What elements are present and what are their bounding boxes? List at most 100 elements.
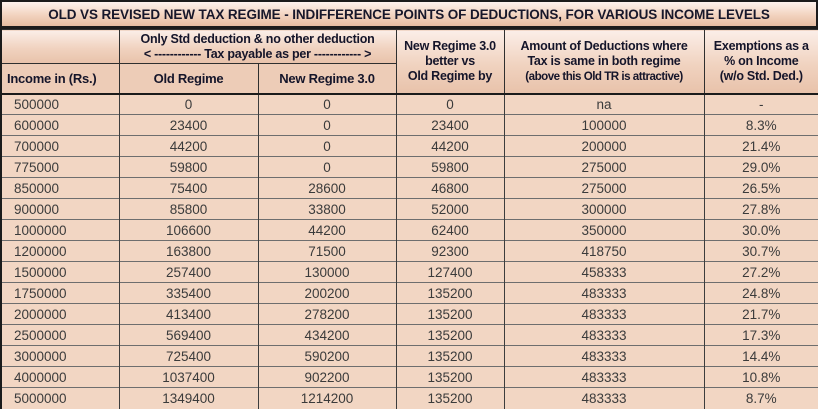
- cell-income: 900000: [0, 198, 120, 220]
- header-sub-row: Income in (Rs.) Old Regime New Regime 3.…: [0, 63, 818, 94]
- table-row: 775000 59800 0 59800 275000 29.0%: [0, 156, 818, 178]
- cell-new-regime-tax: 44200: [257, 219, 397, 241]
- header-deductions-indifference: Amount of Deductions where Tax is same i…: [503, 29, 705, 94]
- cell-exemption-pct: 8.3%: [703, 114, 818, 136]
- header-group-std-deduction: Only Std deduction & no other deduction …: [118, 29, 397, 64]
- tax-table: Only Std deduction & no other deduction …: [0, 29, 818, 409]
- cell-better-by: 135200: [395, 366, 505, 388]
- cell-new-regime-tax: 0: [257, 93, 397, 115]
- cell-better-by: 135200: [395, 345, 505, 367]
- cell-better-by: 135200: [395, 324, 505, 346]
- cell-income: 1200000: [0, 240, 120, 262]
- cell-new-regime-tax: 71500: [257, 240, 397, 262]
- cell-new-regime-tax: 1214200: [257, 387, 397, 409]
- table-row: 4000000 1037400 902200 135200 483333 10.8%: [0, 366, 818, 388]
- cell-income: 2000000: [0, 303, 120, 325]
- cell-income: 2500000: [0, 324, 120, 346]
- table-body: 500000 0 0 0 na -600000 23400 0 23400 100000 8.3% 7…: [0, 93, 818, 409]
- cell-old-regime-tax: 725400: [118, 345, 259, 367]
- cell-better-by: 135200: [395, 387, 505, 409]
- table-row: 2500000 569400 434200 135200 483333 17.3%: [0, 324, 818, 346]
- cell-old-regime-tax: 75400: [118, 177, 259, 199]
- group-header-line2: < ------------ Tax payable as per ------…: [143, 46, 372, 61]
- cell-new-regime-tax: 0: [257, 135, 397, 157]
- header-group-row: Only Std deduction & no other deduction …: [0, 29, 818, 94]
- cell-exemption-pct: 8.7%: [703, 387, 818, 409]
- cell-deductions-indifference: 350000: [503, 219, 705, 241]
- cell-old-regime-tax: 106600: [118, 219, 259, 241]
- cell-income: 5000000: [0, 387, 120, 409]
- cell-deductions-indifference: 275000: [503, 156, 705, 178]
- cell-deductions-indifference: 100000: [503, 114, 705, 136]
- cell-new-regime-tax: 33800: [257, 198, 397, 220]
- title-bar: OLD VS REVISED NEW TAX REGIME - INDIFFER…: [0, 0, 818, 29]
- cell-deductions-indifference: 300000: [503, 198, 705, 220]
- cell-better-by: 46800: [395, 177, 505, 199]
- table-row: 1750000 335400 200200 135200 483333 24.8%: [0, 282, 818, 304]
- table-row: 600000 23400 0 23400 100000 8.3%: [0, 114, 818, 136]
- table-row: 2000000 413400 278200 135200 483333 21.7%: [0, 303, 818, 325]
- cell-deductions-indifference: 275000: [503, 177, 705, 199]
- cell-exemption-pct: 14.4%: [703, 345, 818, 367]
- table-row: 900000 85800 33800 52000 300000 27.8%: [0, 198, 818, 220]
- cell-old-regime-tax: 569400: [118, 324, 259, 346]
- cell-income: 775000: [0, 156, 120, 178]
- cell-better-by: 127400: [395, 261, 505, 283]
- cell-income: 700000: [0, 135, 120, 157]
- cell-better-by: 52000: [395, 198, 505, 220]
- cell-old-regime-tax: 163800: [118, 240, 259, 262]
- cell-new-regime-tax: 590200: [257, 345, 397, 367]
- header-better-by: New Regime 3.0 better vs Old Regime by: [395, 29, 505, 94]
- cell-exemption-pct: 27.8%: [703, 198, 818, 220]
- cell-exemption-pct: 29.0%: [703, 156, 818, 178]
- table-row: 3000000 725400 590200 135200 483333 14.4%: [0, 345, 818, 367]
- cell-exemption-pct: 21.4%: [703, 135, 818, 157]
- cell-income: 850000: [0, 177, 120, 199]
- cell-exemption-pct: 30.0%: [703, 219, 818, 241]
- cell-deductions-indifference: 483333: [503, 303, 705, 325]
- header-old-regime: Old Regime: [118, 63, 259, 94]
- cell-old-regime-tax: 0: [118, 93, 259, 115]
- cell-better-by: 135200: [395, 282, 505, 304]
- cell-exemption-pct: 10.8%: [703, 366, 818, 388]
- cell-deductions-indifference: 200000: [503, 135, 705, 157]
- cell-better-by: 23400: [395, 114, 505, 136]
- cell-new-regime-tax: 130000: [257, 261, 397, 283]
- table-row: 5000000 1349400 1214200 135200 483333 8.7%: [0, 387, 818, 409]
- cell-old-regime-tax: 1349400: [118, 387, 259, 409]
- cell-exemption-pct: -: [703, 93, 818, 115]
- cell-new-regime-tax: 200200: [257, 282, 397, 304]
- table-row: 1500000 257400 130000 127400 458333 27.2%: [0, 261, 818, 283]
- table-row: 1000000 106600 44200 62400 350000 30.0%: [0, 219, 818, 241]
- cell-deductions-indifference: na: [503, 93, 705, 115]
- header-income: Income in (Rs.): [0, 63, 120, 94]
- cell-old-regime-tax: 59800: [118, 156, 259, 178]
- cell-better-by: 135200: [395, 303, 505, 325]
- cell-income: 600000: [0, 114, 120, 136]
- cell-income: 500000: [0, 93, 120, 115]
- cell-old-regime-tax: 23400: [118, 114, 259, 136]
- page-title: OLD VS REVISED NEW TAX REGIME - INDIFFER…: [48, 6, 770, 22]
- header-new-regime: New Regime 3.0: [257, 63, 397, 94]
- cell-exemption-pct: 30.7%: [703, 240, 818, 262]
- cell-new-regime-tax: 28600: [257, 177, 397, 199]
- cell-income: 3000000: [0, 345, 120, 367]
- cell-deductions-indifference: 483333: [503, 345, 705, 367]
- table-header: Only Std deduction & no other deduction …: [0, 29, 818, 94]
- cell-exemption-pct: 21.7%: [703, 303, 818, 325]
- header-empty-cell: [0, 29, 120, 64]
- cell-deductions-indifference: 483333: [503, 366, 705, 388]
- cell-new-regime-tax: 0: [257, 114, 397, 136]
- header-exemptions-pct: Exemptions as a % on Income (w/o Std. De…: [703, 29, 818, 94]
- cell-new-regime-tax: 434200: [257, 324, 397, 346]
- cell-new-regime-tax: 278200: [257, 303, 397, 325]
- cell-deductions-indifference: 458333: [503, 261, 705, 283]
- cell-exemption-pct: 27.2%: [703, 261, 818, 283]
- cell-deductions-indifference: 483333: [503, 324, 705, 346]
- cell-income: 1000000: [0, 219, 120, 241]
- table-row: 1200000 163800 71500 92300 418750 30.7%: [0, 240, 818, 262]
- cell-better-by: 44200: [395, 135, 505, 157]
- group-header-line1: Only Std deduction & no other deduction: [140, 31, 375, 46]
- cell-old-regime-tax: 335400: [118, 282, 259, 304]
